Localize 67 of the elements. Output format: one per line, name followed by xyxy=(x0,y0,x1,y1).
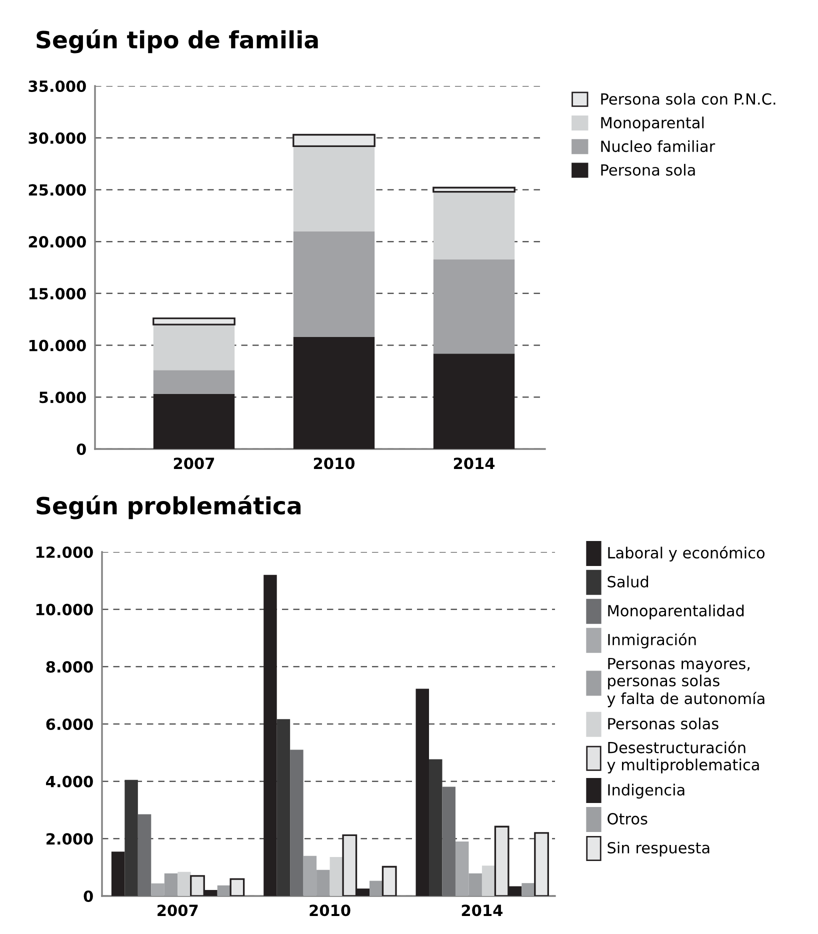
legend-label: Salud xyxy=(608,576,648,588)
y-tick-label: 0 xyxy=(76,443,86,456)
x-tick-label: 2014 xyxy=(454,458,495,470)
bar xyxy=(290,750,304,896)
legend-label: Sin respuesta xyxy=(608,842,710,856)
bar xyxy=(124,780,138,896)
bar xyxy=(178,872,191,896)
bar xyxy=(482,866,496,896)
y-tick-label: 10.000 xyxy=(29,340,86,352)
legend-label: Monoparental xyxy=(601,116,704,132)
legend-label: Inmigración xyxy=(608,632,696,648)
bar xyxy=(276,719,290,896)
y-tick-label: 20.000 xyxy=(28,236,86,248)
bar xyxy=(429,759,442,896)
legend-label: Monoparentalidad xyxy=(608,604,744,620)
legend-label: Persona sola xyxy=(601,164,695,176)
bar xyxy=(153,370,235,394)
bar xyxy=(432,186,516,193)
bar xyxy=(153,324,235,370)
legend-label: Laboral y económico xyxy=(608,546,765,562)
x-tick-label: 2010 xyxy=(314,458,355,470)
bar xyxy=(382,866,397,896)
bar xyxy=(153,394,235,449)
y-tick-label: 4.000 xyxy=(46,776,93,788)
legend-label: Indigencia xyxy=(608,784,684,799)
y-tick-label: 35.000 xyxy=(28,80,86,92)
x-tick-label: 2007 xyxy=(158,904,198,916)
bar xyxy=(293,231,375,337)
legend-label: Otros xyxy=(608,813,648,825)
legend-label: Personas solas xyxy=(608,718,718,730)
y-tick-label: 10.000 xyxy=(36,604,93,616)
legend-label: Desestructuración y multiproblematica xyxy=(607,740,759,774)
x-tick-label: 2014 xyxy=(462,904,503,916)
legend-label: Persona sola con P.N.C. xyxy=(601,92,776,105)
y-tick-label: 30.000 xyxy=(28,132,86,144)
x-tick-label: 2007 xyxy=(174,458,214,470)
y-tick-label: 12.000 xyxy=(36,546,93,558)
bar xyxy=(522,883,535,896)
bar xyxy=(230,878,245,896)
bar xyxy=(330,857,344,896)
y-tick-label: 2.000 xyxy=(46,833,93,845)
bar xyxy=(534,832,549,896)
bar xyxy=(416,688,430,896)
y-tick-label: 8.000 xyxy=(46,661,93,673)
bar xyxy=(433,259,515,354)
y-tick-label: 15.000 xyxy=(29,288,86,300)
bar xyxy=(111,852,125,896)
bar xyxy=(442,786,456,896)
bar xyxy=(293,336,375,449)
y-tick-label: 25.000 xyxy=(28,184,86,196)
bar xyxy=(433,354,515,449)
legend-label: Nucleo familiar xyxy=(601,140,716,152)
x-tick-label: 2010 xyxy=(310,904,350,916)
bar xyxy=(433,192,515,260)
y-tick-label: 6.000 xyxy=(46,718,93,730)
chart-title: Según problemática xyxy=(36,495,301,520)
bar xyxy=(138,814,152,896)
bar xyxy=(292,134,376,147)
legend-label: Personas mayores, personas solas y falta de autonomía xyxy=(607,658,764,708)
chart-title: Según tipo de familia xyxy=(36,29,318,54)
bar xyxy=(370,880,383,896)
bar xyxy=(217,885,231,896)
bar xyxy=(264,574,277,896)
bar xyxy=(152,317,236,326)
y-tick-label: 0 xyxy=(84,890,93,902)
bar xyxy=(293,146,375,232)
y-tick-label: 5.000 xyxy=(40,392,86,404)
